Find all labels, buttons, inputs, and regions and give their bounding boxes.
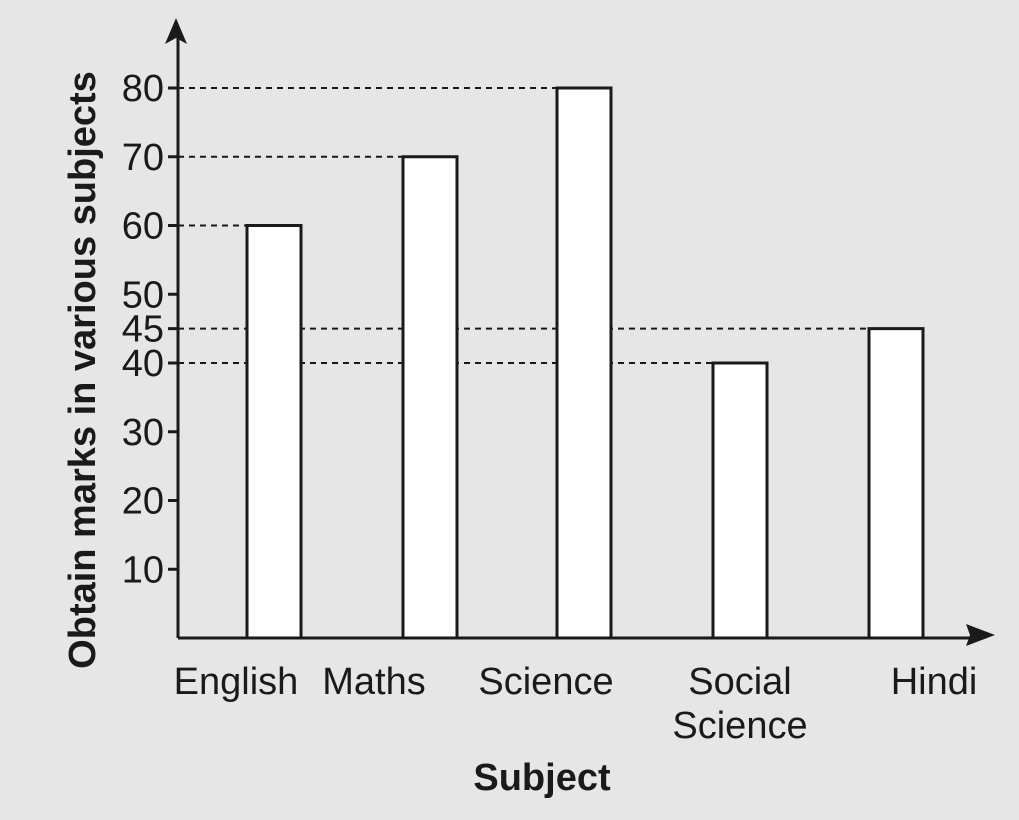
bar-maths <box>401 155 459 640</box>
x-tick-label: Maths <box>322 661 425 703</box>
bar-hindi <box>867 327 925 640</box>
bar-science <box>555 86 613 640</box>
x-axis-arrow <box>966 624 995 646</box>
y-axis-arrow <box>165 18 187 44</box>
x-axis-title: Subject <box>473 757 611 799</box>
x-tick-label: English <box>174 661 299 703</box>
x-tick-label: Social <box>688 661 792 703</box>
y-tick-label: 20 <box>122 481 164 523</box>
bars <box>245 86 925 640</box>
y-tick-label: 60 <box>122 206 164 248</box>
y-tick-label: 50 <box>122 274 164 316</box>
y-tick-label: 30 <box>122 412 164 454</box>
y-tick-label: 70 <box>122 137 164 179</box>
y-tick-label: 80 <box>122 68 164 110</box>
bar-english <box>245 224 303 640</box>
y-tick-label: 40 <box>122 343 164 385</box>
x-tick-label: Science <box>478 661 613 703</box>
axes <box>165 18 995 646</box>
x-tick-label: Hindi <box>891 661 978 703</box>
y-tick-label: 45 <box>122 309 164 351</box>
y-axis-title: Obtain marks in various subjects <box>62 71 104 669</box>
x-tick-label: Science <box>672 705 807 747</box>
bar-social-science <box>711 361 769 640</box>
y-tick-label: 10 <box>122 549 164 591</box>
